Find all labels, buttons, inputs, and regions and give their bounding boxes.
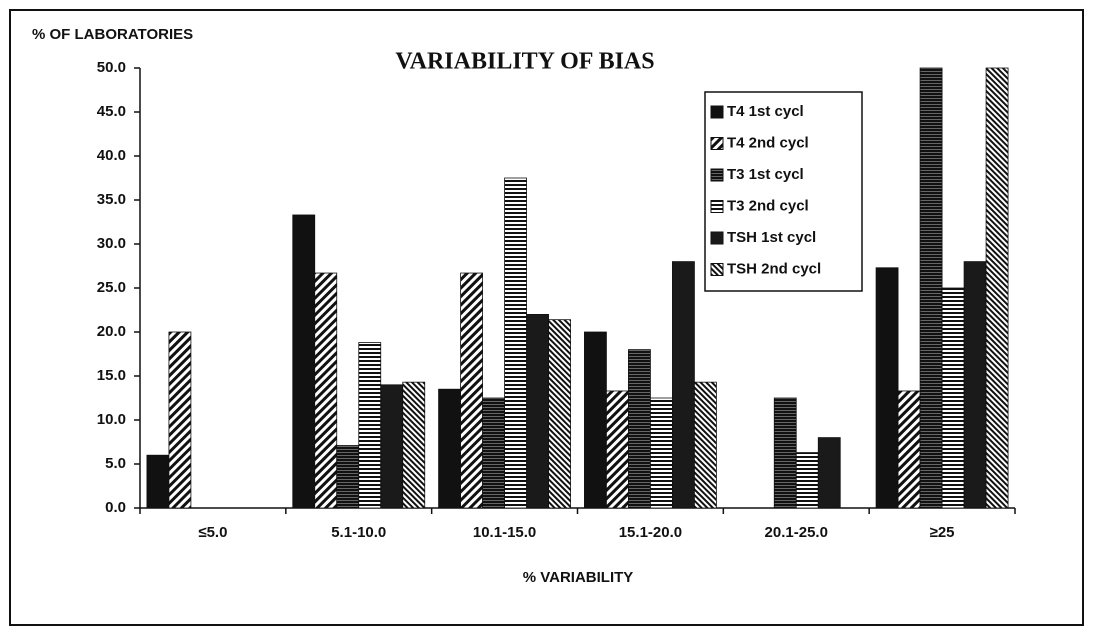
- legend-label: T3 1st cycl: [727, 166, 804, 183]
- legend-swatch: [710, 137, 724, 150]
- bar: [292, 214, 316, 509]
- y-tick-label: 15.0: [97, 367, 126, 384]
- frame: [9, 9, 1084, 626]
- legend-swatch: [710, 200, 724, 213]
- y-tick-label: 30.0: [97, 235, 126, 252]
- bar: [146, 454, 170, 509]
- bar: [460, 272, 483, 509]
- bar: [168, 331, 192, 509]
- legend-swatch: [710, 263, 724, 276]
- bar: [358, 342, 382, 509]
- bar: [875, 267, 899, 509]
- bar: [941, 287, 965, 509]
- y-tick-label: 50.0: [97, 59, 126, 76]
- bar: [438, 388, 461, 509]
- x-tick-label: 15.1-20.0: [619, 524, 682, 541]
- bar: [402, 381, 426, 509]
- y-tick-label: 40.0: [97, 147, 126, 164]
- legend-label: TSH 1st cycl: [727, 229, 816, 246]
- y-tick-label: 35.0: [97, 191, 126, 208]
- bar: [985, 67, 1009, 509]
- y-tick-label: 45.0: [97, 103, 126, 120]
- bar: [795, 452, 819, 509]
- legend-swatch: [710, 168, 724, 182]
- x-tick-label: ≥25: [930, 524, 955, 541]
- bar: [482, 397, 505, 509]
- legend-swatch: [710, 231, 724, 245]
- bar: [314, 272, 338, 509]
- bar: [606, 390, 629, 509]
- bar: [919, 67, 943, 509]
- bar: [817, 437, 841, 509]
- bar: [380, 384, 404, 509]
- legend-label: T3 2nd cycl: [727, 197, 809, 214]
- y-tick-label: 25.0: [97, 279, 126, 296]
- legend-swatch: [710, 105, 724, 119]
- bar: [336, 445, 360, 509]
- chart-title: VARIABILITY OF BIAS: [395, 49, 654, 75]
- bar: [672, 261, 695, 509]
- y-tick-label: 0.0: [105, 499, 126, 516]
- y-tick-label: 10.0: [97, 411, 126, 428]
- legend-label: T4 1st cycl: [727, 103, 804, 120]
- bar: [584, 331, 607, 509]
- y-tick-label: 5.0: [105, 455, 126, 472]
- bar: [526, 313, 549, 509]
- x-tick-label: ≤5.0: [198, 524, 227, 541]
- x-axis-label: % VARIABILITY: [523, 569, 634, 586]
- y-tick-label: 20.0: [97, 323, 126, 340]
- bar: [548, 319, 571, 509]
- legend-label: T4 2nd cycl: [727, 134, 809, 151]
- x-tick-label: 5.1-10.0: [331, 524, 386, 541]
- bar: [963, 261, 987, 509]
- bar: [650, 397, 673, 509]
- bar: [694, 381, 717, 509]
- legend-box: [704, 91, 863, 292]
- bar: [628, 349, 651, 509]
- x-tick-label: 10.1-15.0: [473, 524, 536, 541]
- bar: [504, 177, 527, 509]
- y-axis-label: % OF LABORATORIES: [32, 26, 193, 43]
- bar: [897, 390, 921, 509]
- x-tick-label: 20.1-25.0: [765, 524, 828, 541]
- legend-label: TSH 2nd cycl: [727, 260, 821, 277]
- bar: [773, 397, 797, 509]
